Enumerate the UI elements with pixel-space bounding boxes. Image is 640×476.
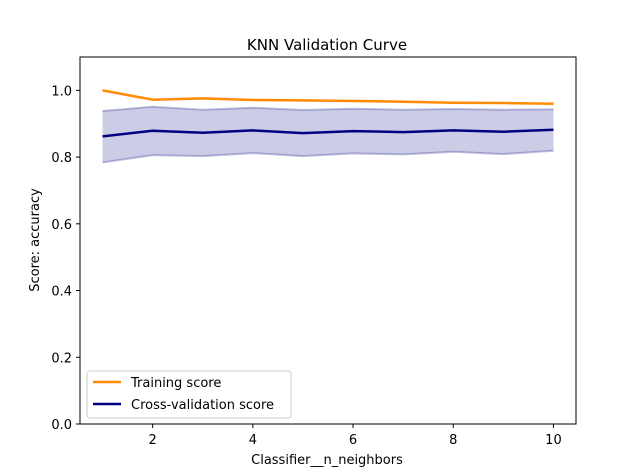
cv-band-upper-edge (102, 105, 554, 113)
x-tick-label: 2 (149, 433, 157, 448)
y-tick-label: 0.6 (51, 218, 72, 233)
legend-label-training: Training score (130, 376, 221, 391)
y-tick-label: 0.0 (51, 418, 72, 433)
x-tick-label: 10 (545, 433, 562, 448)
legend-label-cross-validation: Cross-validation score (131, 398, 274, 413)
y-tick-label: 0.2 (51, 351, 72, 366)
y-tick-label: 0.8 (51, 151, 72, 166)
x-tick-label: 6 (349, 433, 357, 448)
series-line-layer (102, 89, 554, 138)
x-tick-label: 8 (449, 433, 457, 448)
y-tick-label: 0.4 (51, 285, 72, 300)
plot-background (80, 57, 576, 424)
chart-title: KNN Validation Curve (247, 36, 407, 54)
legend: Training score Cross-validation score (86, 370, 292, 419)
cv-band-lower-edge (102, 149, 554, 164)
cross-validation-score-line (102, 128, 554, 138)
cv-band-layer (102, 105, 554, 164)
training-score-line (102, 89, 554, 105)
legend-box (86, 370, 292, 419)
plot-area (79, 56, 577, 425)
y-axis-ticks: 0.0 0.2 0.4 0.6 0.8 1.0 (51, 84, 80, 433)
y-axis-label: Score: accuracy (28, 188, 43, 292)
y-tick-label: 1.0 (51, 84, 72, 99)
x-tick-label: 4 (249, 433, 257, 448)
x-axis-label: Classifier__n_neighbors (251, 453, 403, 468)
x-axis-ticks: 2 4 6 8 10 (149, 424, 562, 448)
cv-band-area (102, 106, 554, 163)
plot-frame (79, 56, 577, 425)
